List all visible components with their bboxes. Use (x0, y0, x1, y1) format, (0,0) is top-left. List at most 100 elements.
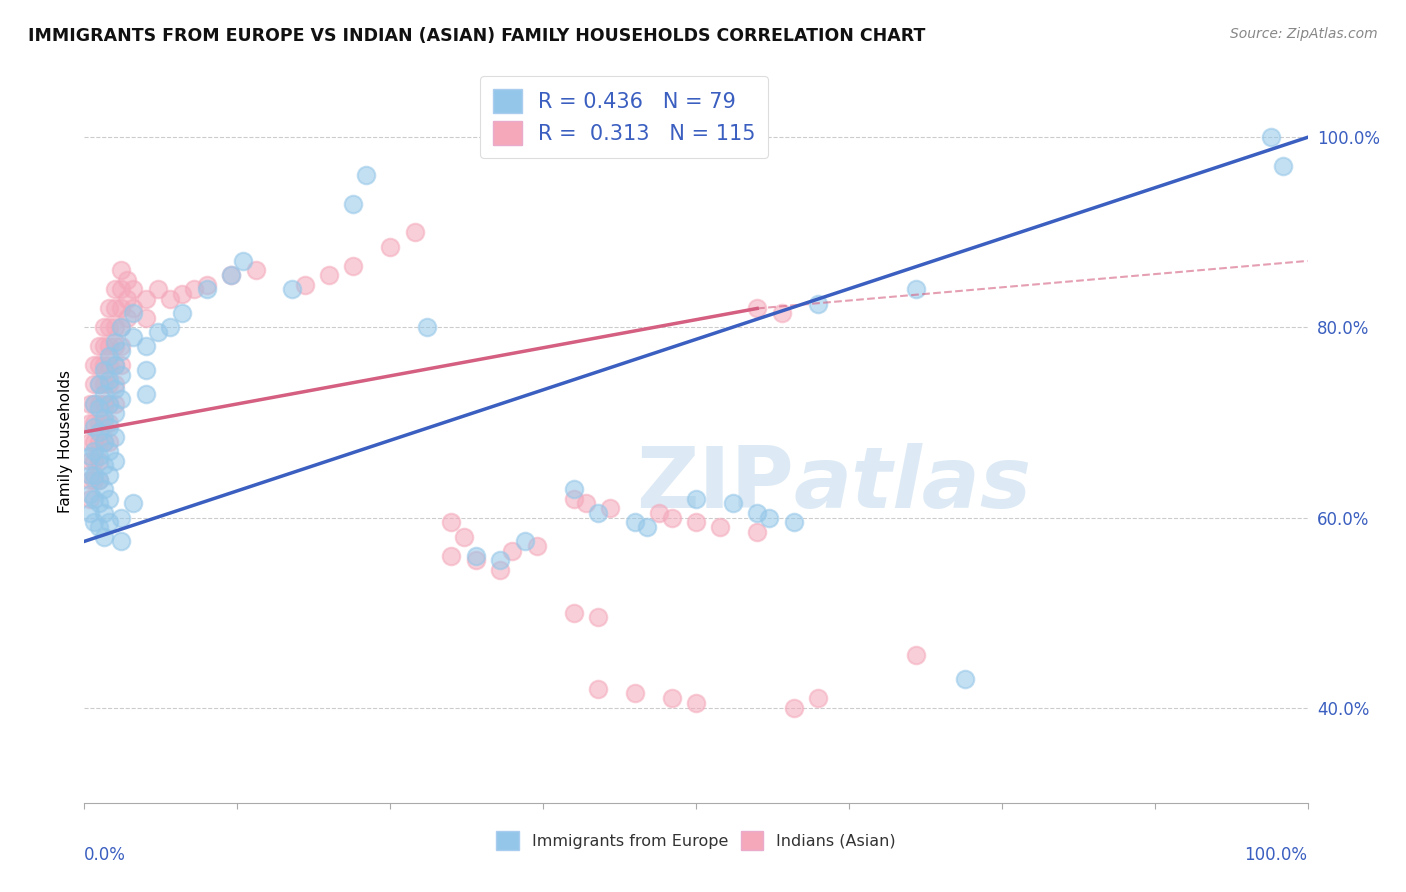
Point (97, 339, 120, 353)
Point (648, 506, 671, 520)
Point (770, 306, 793, 320)
Point (104, 320, 127, 334)
Point (87, 496, 110, 510)
Point (97, 301, 120, 316)
Point (93, 377, 115, 392)
Point (83, 491, 105, 506)
Point (104, 359, 127, 373)
Point (135, 292, 157, 306)
Point (93, 506, 115, 520)
Point (83, 467, 105, 482)
Point (104, 301, 127, 316)
Point (93, 363, 115, 377)
Point (97, 349, 120, 363)
Point (526, 539, 548, 553)
Point (342, 259, 364, 273)
Point (146, 282, 169, 296)
Point (79, 449, 101, 463)
Point (219, 268, 242, 282)
Point (110, 320, 132, 334)
Point (115, 292, 138, 306)
Point (489, 553, 512, 567)
Point (79, 487, 101, 501)
Point (83, 359, 105, 373)
Point (79, 467, 101, 482)
Point (104, 377, 127, 392)
Text: 0.0%: 0.0% (84, 847, 127, 864)
Point (747, 524, 769, 539)
Text: atlas: atlas (794, 443, 1032, 526)
Point (575, 496, 598, 510)
Point (97, 396, 120, 410)
Point (905, 648, 928, 663)
Point (83, 434, 105, 449)
Point (1272, 159, 1295, 173)
Point (104, 382, 127, 396)
Point (97, 359, 120, 373)
Point (110, 320, 132, 334)
Legend: Immigrants from Europe, Indians (Asian): Immigrants from Europe, Indians (Asian) (491, 825, 901, 856)
Point (183, 282, 205, 296)
Point (440, 516, 463, 530)
Point (195, 277, 218, 292)
Point (93, 410, 115, 425)
Point (721, 496, 744, 510)
Point (380, 240, 402, 254)
Point (83, 396, 105, 410)
Point (87, 453, 110, 467)
Point (87, 401, 110, 416)
Point (83, 420, 105, 434)
Point (83, 396, 105, 410)
Point (122, 330, 145, 344)
Point (87, 377, 110, 392)
Point (97, 444, 120, 458)
Point (562, 482, 585, 496)
Point (110, 282, 132, 296)
Point (79, 473, 101, 487)
Point (294, 277, 316, 292)
Point (513, 534, 536, 549)
Point (79, 396, 101, 410)
Point (97, 373, 120, 387)
Point (110, 359, 132, 373)
Point (87, 416, 110, 430)
Point (453, 530, 475, 544)
Point (93, 387, 115, 401)
Point (115, 273, 138, 287)
Point (281, 282, 304, 296)
Point (79, 416, 101, 430)
Point (318, 268, 340, 282)
Point (709, 520, 731, 534)
Point (104, 334, 127, 349)
Point (562, 491, 585, 506)
Point (122, 306, 145, 320)
Point (599, 501, 621, 516)
Point (807, 296, 830, 310)
Point (636, 520, 658, 534)
Point (97, 396, 120, 410)
Point (624, 686, 647, 700)
Y-axis label: Family Households: Family Households (58, 370, 73, 513)
Point (135, 363, 157, 377)
Point (172, 287, 194, 301)
Point (661, 691, 683, 706)
Point (83, 473, 105, 487)
Point (79, 506, 101, 520)
Point (93, 396, 115, 410)
Point (135, 339, 157, 353)
Point (93, 458, 115, 473)
Point (440, 549, 463, 563)
Point (83, 453, 105, 467)
Point (586, 610, 609, 624)
Point (110, 344, 132, 359)
Point (135, 310, 157, 325)
Point (464, 553, 486, 567)
Point (93, 320, 115, 334)
Text: 100.0%: 100.0% (1244, 847, 1308, 864)
Point (354, 169, 377, 183)
Point (104, 406, 127, 420)
Text: IMMIGRANTS FROM EUROPE VS INDIAN (ASIAN) FAMILY HOUSEHOLDS CORRELATION CHART: IMMIGRANTS FROM EUROPE VS INDIAN (ASIAN)… (28, 27, 925, 45)
Point (110, 510, 132, 524)
Point (159, 320, 181, 334)
Point (905, 282, 928, 296)
